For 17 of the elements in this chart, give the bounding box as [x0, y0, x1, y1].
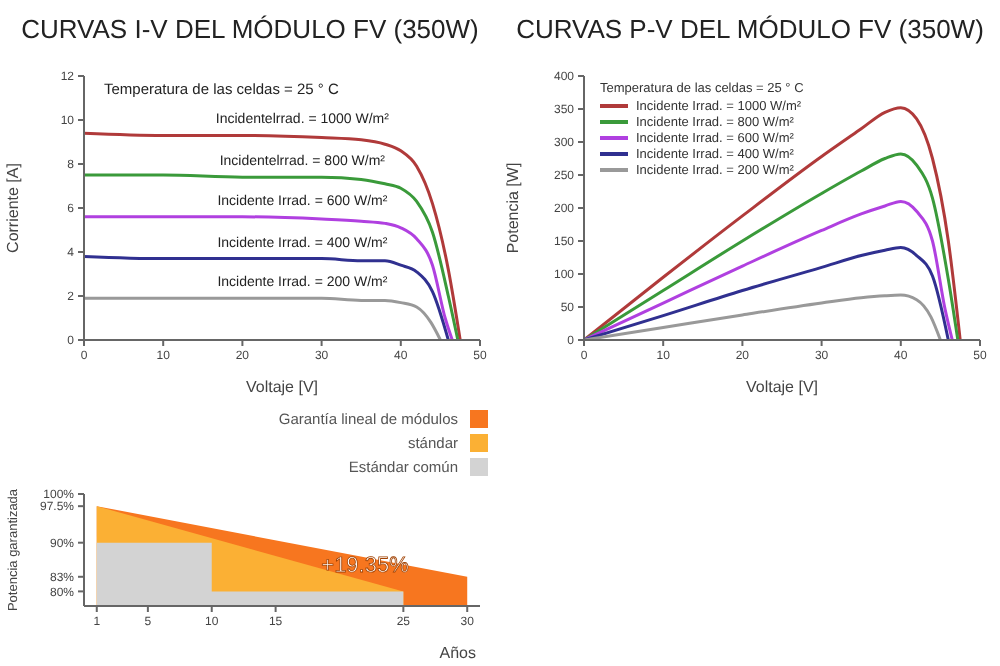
- line-series: [84, 215, 454, 340]
- line-series: [84, 131, 462, 340]
- chart-title: CURVAS P-V DEL MÓDULO FV (350W): [514, 12, 986, 48]
- y-axis-title: Potencia [W]: [503, 162, 522, 254]
- line-series: [584, 246, 950, 340]
- line-series: [584, 152, 960, 340]
- y-axis-title: Corriente [A]: [3, 163, 22, 253]
- line-series: [84, 173, 460, 340]
- x-axis-title: Voltaje [V]: [245, 378, 319, 396]
- annotation: +19.35%: [321, 554, 410, 579]
- line-series: [84, 254, 450, 340]
- x-axis-title: Años: [439, 644, 476, 662]
- x-axis-title: Voltaje [V]: [745, 378, 819, 396]
- line-series: [584, 293, 942, 340]
- line-series: [584, 199, 954, 340]
- chart-title: CURVAS I-V DEL MÓDULO FV (350W): [19, 12, 481, 48]
- line-series: [84, 296, 442, 340]
